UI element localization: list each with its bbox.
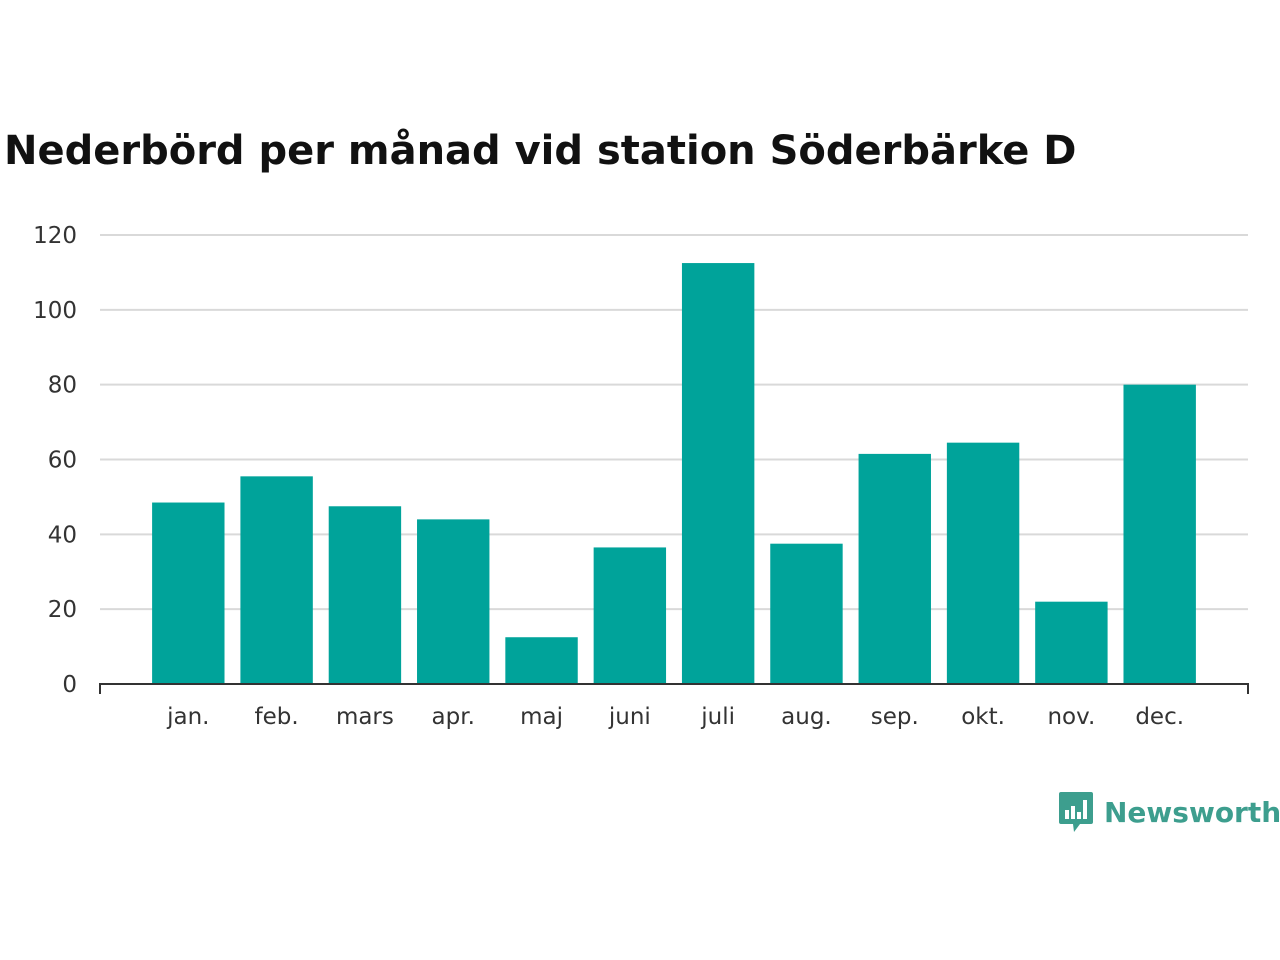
chart-title: Nederbörd per månad vid station Söderbär… xyxy=(4,128,1077,174)
x-tick-label: mars xyxy=(336,704,394,730)
x-axis xyxy=(99,683,1249,694)
brand-logo: Newsworthy xyxy=(1058,790,1280,834)
x-tick-label: maj xyxy=(520,704,563,730)
y-tick-label: 0 xyxy=(62,672,77,698)
bar-okt xyxy=(946,442,1020,684)
bar-juni xyxy=(593,547,667,684)
bar-mars xyxy=(328,506,402,684)
y-tick-label: 60 xyxy=(48,448,77,474)
x-tick-label: feb. xyxy=(255,704,299,730)
x-tick-label: apr. xyxy=(432,704,475,730)
y-tick-label: 120 xyxy=(33,223,77,249)
x-axis-tick-labels: jan. feb. mars apr. maj juni juli aug. sep. okt. n… xyxy=(166,704,1184,730)
bar-maj xyxy=(505,637,578,684)
x-tick-label: okt. xyxy=(961,704,1005,730)
x-tick-label: nov. xyxy=(1047,704,1095,730)
bar-aug xyxy=(770,543,843,684)
y-tick-label: 80 xyxy=(48,373,77,399)
y-tick-label: 40 xyxy=(48,522,77,548)
x-tick-label: juli xyxy=(700,704,735,730)
x-tick-label: sep. xyxy=(871,704,919,730)
x-tick-label: juni xyxy=(608,704,651,730)
bar-feb xyxy=(240,476,313,684)
bar-dec xyxy=(1123,384,1196,684)
bar-jan xyxy=(152,502,225,684)
x-tick-label: aug. xyxy=(781,704,832,730)
y-tick-label: 20 xyxy=(48,597,77,623)
bar-apr xyxy=(417,519,490,684)
bar-nov xyxy=(1035,601,1108,684)
bar-sep xyxy=(858,453,931,684)
x-tick-label: jan. xyxy=(166,704,209,730)
chat-bar-chart-icon xyxy=(1059,792,1093,832)
y-tick-label: 100 xyxy=(33,298,77,324)
bars xyxy=(152,263,1196,684)
y-axis-tick-labels: 0 20 40 60 80 100 120 xyxy=(33,223,77,698)
x-tick-label: dec. xyxy=(1135,704,1184,730)
brand-name: Newsworthy xyxy=(1104,795,1280,829)
bar-juli xyxy=(681,263,755,684)
